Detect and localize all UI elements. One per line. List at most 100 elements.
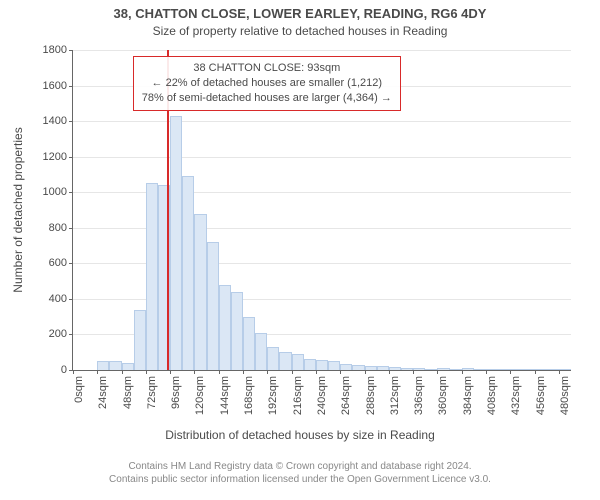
- annotation-line1: 38 CHATTON CLOSE: 93sqm: [142, 61, 392, 76]
- histogram-bar: [231, 292, 243, 370]
- xtick-label: 408sqm: [486, 376, 498, 415]
- xtick-mark: [73, 370, 74, 374]
- histogram-bar: [267, 347, 279, 370]
- histogram-bar: [182, 176, 194, 370]
- xtick-mark: [510, 370, 511, 374]
- histogram-bar: [97, 361, 109, 370]
- xtick-mark: [316, 370, 317, 374]
- xtick-label: 192sqm: [267, 376, 279, 415]
- xtick-label: 72sqm: [146, 376, 158, 409]
- chart-container: 38, CHATTON CLOSE, LOWER EARLEY, READING…: [0, 0, 600, 500]
- histogram-bar: [194, 214, 206, 370]
- histogram-bar: [292, 354, 304, 370]
- footer-line2: Contains public sector information licen…: [0, 473, 600, 486]
- histogram-bar: [243, 317, 255, 370]
- chart-title: 38, CHATTON CLOSE, LOWER EARLEY, READING…: [0, 6, 600, 21]
- xtick-label: 384sqm: [462, 376, 474, 415]
- xtick-label: 336sqm: [413, 376, 425, 415]
- ytick-label: 400: [49, 293, 73, 305]
- x-axis-label: Distribution of detached houses by size …: [0, 428, 600, 442]
- xtick-mark: [413, 370, 414, 374]
- xtick-mark: [559, 370, 560, 374]
- histogram-bar: [535, 369, 547, 370]
- histogram-bar: [486, 369, 498, 370]
- gridline: [73, 50, 571, 51]
- histogram-bar: [255, 333, 267, 370]
- ytick-label: 0: [61, 364, 73, 376]
- xtick-mark: [389, 370, 390, 374]
- y-axis-label: Number of detached properties: [11, 127, 25, 292]
- xtick-mark: [267, 370, 268, 374]
- histogram-bar: [474, 369, 486, 370]
- histogram-bar: [304, 359, 316, 370]
- xtick-mark: [170, 370, 171, 374]
- plot-area: 0200400600800100012001400160018000sqm24s…: [72, 50, 571, 371]
- xtick-mark: [243, 370, 244, 374]
- histogram-bar: [207, 242, 219, 370]
- ytick-label: 1400: [43, 115, 73, 127]
- xtick-label: 0sqm: [73, 376, 85, 403]
- histogram-bar: [510, 369, 522, 370]
- xtick-label: 264sqm: [340, 376, 352, 415]
- annotation-line2: ← 22% of detached houses are smaller (1,…: [142, 76, 392, 91]
- xtick-label: 120sqm: [194, 376, 206, 415]
- xtick-mark: [535, 370, 536, 374]
- xtick-label: 168sqm: [243, 376, 255, 415]
- gridline: [73, 121, 571, 122]
- footer: Contains HM Land Registry data © Crown c…: [0, 460, 600, 486]
- annotation-line3: 78% of semi-detached houses are larger (…: [142, 91, 392, 106]
- histogram-bar: [279, 352, 291, 370]
- annotation-box: 38 CHATTON CLOSE: 93sqm ← 22% of detache…: [133, 56, 401, 111]
- xtick-mark: [122, 370, 123, 374]
- histogram-bar: [146, 183, 158, 370]
- xtick-label: 456sqm: [535, 376, 547, 415]
- xtick-label: 240sqm: [316, 376, 328, 415]
- ytick-label: 1000: [43, 186, 73, 198]
- xtick-label: 144sqm: [219, 376, 231, 415]
- histogram-bar: [425, 369, 437, 370]
- histogram-bar: [377, 366, 389, 370]
- histogram-bar: [498, 369, 510, 370]
- histogram-bar: [462, 368, 474, 370]
- ytick-label: 800: [49, 222, 73, 234]
- ytick-label: 200: [49, 328, 73, 340]
- xtick-label: 360sqm: [437, 376, 449, 415]
- xtick-label: 24sqm: [97, 376, 109, 409]
- gridline: [73, 157, 571, 158]
- xtick-mark: [97, 370, 98, 374]
- xtick-mark: [462, 370, 463, 374]
- histogram-bar: [328, 361, 340, 370]
- histogram-bar: [450, 369, 462, 370]
- ytick-label: 1800: [43, 44, 73, 56]
- histogram-bar: [547, 369, 559, 370]
- xtick-label: 216sqm: [292, 376, 304, 415]
- xtick-label: 96sqm: [170, 376, 182, 409]
- xtick-mark: [486, 370, 487, 374]
- ytick-label: 1600: [43, 80, 73, 92]
- histogram-bar: [122, 363, 134, 370]
- xtick-mark: [365, 370, 366, 374]
- ytick-label: 1200: [43, 151, 73, 163]
- histogram-bar: [437, 368, 449, 370]
- xtick-mark: [437, 370, 438, 374]
- histogram-bar: [559, 369, 571, 370]
- xtick-label: 312sqm: [389, 376, 401, 415]
- histogram-bar: [365, 366, 377, 370]
- chart-subtitle: Size of property relative to detached ho…: [0, 24, 600, 38]
- ytick-label: 600: [49, 257, 73, 269]
- xtick-mark: [292, 370, 293, 374]
- histogram-bar: [316, 360, 328, 370]
- xtick-mark: [340, 370, 341, 374]
- histogram-bar: [401, 368, 413, 370]
- xtick-label: 480sqm: [559, 376, 571, 415]
- xtick-mark: [219, 370, 220, 374]
- xtick-label: 432sqm: [510, 376, 522, 415]
- histogram-bar: [413, 368, 425, 370]
- footer-line1: Contains HM Land Registry data © Crown c…: [0, 460, 600, 473]
- histogram-bar: [522, 369, 534, 370]
- histogram-bar: [389, 367, 401, 370]
- xtick-label: 288sqm: [365, 376, 377, 415]
- histogram-bar: [352, 365, 364, 370]
- histogram-bar: [170, 116, 182, 370]
- histogram-bar: [109, 361, 121, 370]
